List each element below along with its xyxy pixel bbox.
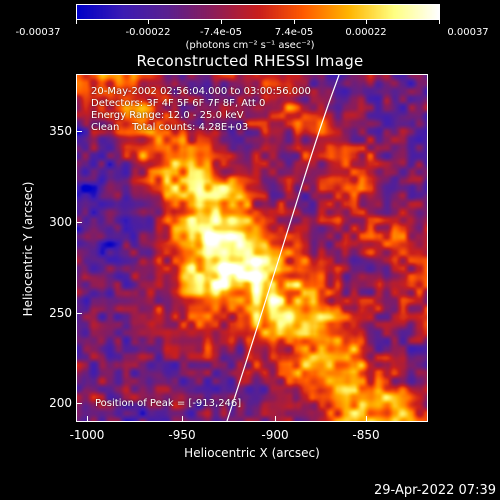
image-plot-area[interactable]: 20-May-2002 02:56:04.000 to 03:00:56.000…: [76, 74, 428, 422]
timestamp: 29-Apr-2022 07:39: [374, 483, 496, 498]
x-tick-label: -1000: [69, 428, 105, 442]
x-tick-mark: [182, 416, 183, 422]
colorbar-tick-label: 0.00022: [345, 27, 387, 38]
energy-range-label: Energy Range: 12.0 - 25.0 keV: [91, 110, 244, 121]
y-tick-label: 250: [49, 306, 72, 320]
y-tick-label: 200: [49, 396, 72, 410]
colorbar-tickmark: [221, 20, 222, 24]
colorbar-tick-label: -0.00022: [125, 27, 171, 38]
colorbar-tickmark: [294, 20, 295, 24]
colorbar-tickmark: [439, 20, 440, 24]
y-tick-mark: [76, 403, 82, 404]
x-tick-label: -900: [261, 428, 289, 442]
x-tick-label: -850: [352, 428, 380, 442]
colorbar: [76, 4, 440, 20]
x-tick-mark: [87, 416, 88, 422]
peak-position-label: Position of Peak = [-913,246]: [95, 398, 242, 409]
rhessi-heatmap: [77, 75, 427, 421]
time-range-label: 20-May-2002 02:56:04.000 to 03:00:56.000: [91, 86, 311, 97]
clean-total-counts-label: Clean Total counts: 4.28E+03: [91, 122, 249, 133]
y-tick-mark: [76, 313, 82, 314]
detectors-label: Detectors: 3F 4F 5F 6F 7F 8F, Att 0: [91, 98, 266, 109]
y-tick-label: 300: [49, 215, 72, 229]
y-tick-label: 350: [49, 124, 72, 138]
x-axis-label: Heliocentric X (arcsec): [184, 446, 320, 460]
x-tick-mark: [275, 416, 276, 422]
colorbar-tick-label: 7.4e-05: [274, 27, 314, 38]
colorbar-gradient: [77, 5, 439, 19]
x-tick-label: -950: [168, 428, 196, 442]
solar-limb-line: [226, 75, 340, 421]
colorbar-tickmark: [76, 20, 77, 24]
y-tick-mark: [76, 222, 82, 223]
plot-title: Reconstructed RHESSI Image: [136, 52, 364, 70]
colorbar-tickmark: [366, 20, 367, 24]
colorbar-tick-label: -0.00037: [15, 27, 61, 38]
colorbar-tick-label: -7.4e-05: [200, 27, 242, 38]
colorbar-tick-label: 0.00037: [447, 27, 489, 38]
colorbar-unit-label: (photons cm⁻² s⁻¹ asec⁻²): [185, 40, 315, 51]
colorbar-tickmark: [148, 20, 149, 24]
y-axis-label: Heliocentric Y (arcsec): [21, 181, 35, 317]
x-tick-mark: [366, 416, 367, 422]
y-tick-mark: [76, 131, 82, 132]
